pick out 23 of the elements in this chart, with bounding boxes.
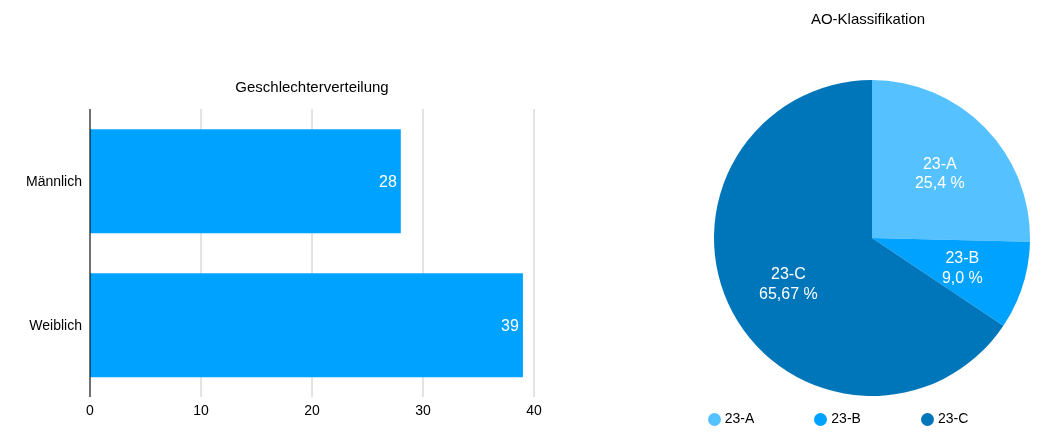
pie-slice (872, 80, 1030, 242)
x-tick-label: 30 (415, 401, 431, 418)
x-tick-label: 20 (304, 401, 320, 418)
x-tick-label: 40 (526, 401, 542, 418)
legend-label: 23-A (724, 410, 755, 426)
slice-label: 23-A (922, 154, 958, 172)
x-tick-label: 0 (86, 401, 95, 418)
legend-label: 23-C (937, 410, 969, 426)
pie-slice (714, 80, 1004, 396)
y-tick-label: Männlich (25, 172, 82, 189)
legend-label: 23-B (831, 410, 861, 426)
x-tick-label: 10 (193, 401, 209, 418)
data-label: 39 (501, 316, 519, 334)
chart-title: Geschlechterverteilung (234, 78, 390, 95)
data-label: 9,0 % (941, 268, 983, 286)
pie-slice (872, 238, 1030, 326)
slice-label: 23-C (771, 265, 806, 283)
data-label: 65,67 % (759, 284, 818, 302)
slice-label: 23-B (945, 249, 980, 267)
data-label: 28 (379, 172, 397, 190)
y-tick-label: Weiblich (29, 316, 82, 333)
data-label: 25,4 % (914, 173, 965, 191)
chart-title: AO-Klassifikation (809, 10, 927, 27)
